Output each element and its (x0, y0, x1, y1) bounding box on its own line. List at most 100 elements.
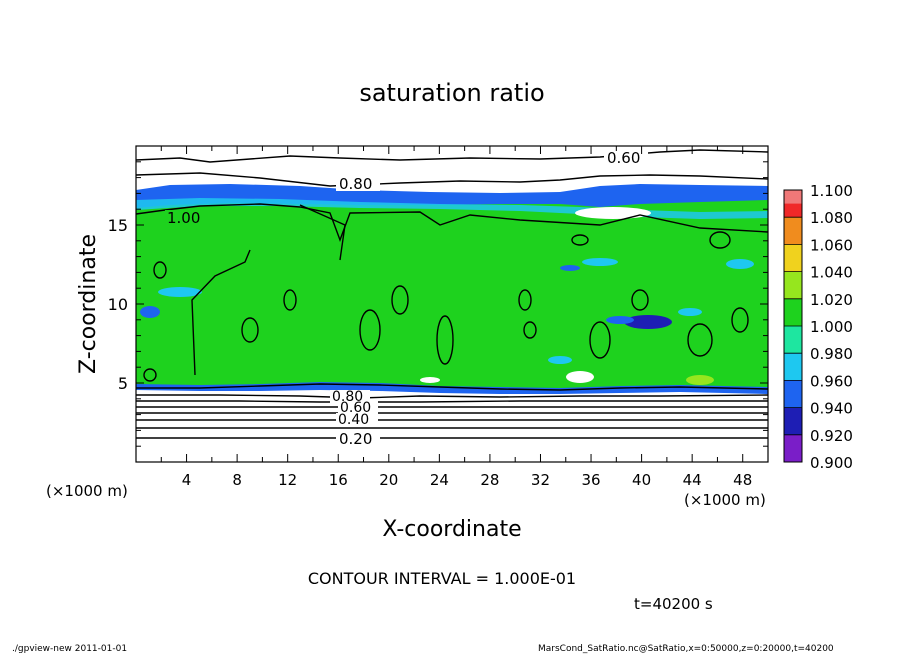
contour-label-bg (336, 176, 380, 191)
colorbar-label: 1.060 (810, 236, 853, 254)
contour-line-1.00-mid (299, 204, 346, 261)
footer-right: MarsCond_SatRatio.nc@SatRatio,x=0:50000,… (538, 644, 834, 654)
contour-loop (523, 321, 537, 339)
contour-label-bg (336, 413, 378, 426)
y-axis-title: Z-coordinate (76, 234, 101, 374)
x-tick-label: 48 (733, 471, 752, 489)
colorbar-bin (784, 271, 802, 299)
ice-patch (548, 356, 572, 364)
colorbar-label: 0.940 (810, 400, 853, 418)
upper-white-patch (575, 207, 651, 219)
time-text: t=40200 s (634, 595, 713, 613)
ice-patch (686, 375, 714, 385)
colorbar-label: 0.920 (810, 427, 853, 445)
colorbar-bin (784, 217, 802, 245)
colorbar-bin (784, 298, 802, 326)
colorbar-label: 1.020 (810, 291, 853, 309)
ice-patch (582, 258, 618, 266)
colorbar-bin (784, 434, 802, 462)
contour-label: 1.00 (167, 209, 200, 227)
ice-patch (624, 315, 672, 329)
colorbar-bin (784, 190, 802, 204)
contour-line-0.80-top (135, 172, 769, 187)
x-tick-label: 24 (430, 471, 449, 489)
ice-patch (560, 265, 580, 271)
y-tick-label: 15 (108, 216, 128, 235)
colorbar-label: 1.000 (810, 318, 853, 336)
contour-line-0.70-bottom (136, 400, 768, 403)
colorbar: 0.900 0.920 0.940 0.960 0.980 1.000 1.020 1.040… (783, 182, 853, 472)
contour-loop (359, 309, 381, 351)
contour-labels: 0.60 0.80 1.00 0.80 0.60 0.40 0.20 (165, 149, 648, 448)
white-patch (566, 371, 594, 383)
contour-loop (571, 234, 589, 246)
white-patch (420, 377, 440, 383)
contour-label-bg (165, 210, 205, 225)
contour-line-1.00-left (191, 249, 251, 376)
y-tick-label: 10 (108, 295, 128, 314)
contour-label: 0.80 (339, 175, 372, 193)
contour-loop (631, 289, 649, 311)
contour-loop (436, 315, 454, 365)
contour-loop (687, 323, 713, 357)
contour-loop (391, 285, 409, 315)
contour-line-0.60-top (135, 149, 769, 163)
x-tick-label: 28 (480, 471, 499, 489)
colorbar-label: 1.040 (810, 264, 853, 282)
contour-line-1.00-bottom (136, 383, 769, 391)
contour-loop (589, 321, 611, 359)
heatmap-field (136, 146, 768, 462)
contour-label: 0.20 (339, 430, 372, 448)
contour-lines (135, 149, 769, 439)
chart-title: saturation ratio (359, 79, 544, 107)
colorbar-label: 1.100 (810, 182, 853, 200)
x-tick-label: 32 (531, 471, 550, 489)
x-tick-label: 8 (232, 471, 242, 489)
colorbar-label: 0.960 (810, 372, 853, 390)
x-tick-label: 40 (632, 471, 651, 489)
colorbar-bin (784, 380, 802, 408)
colorbar-label: 0.980 (810, 345, 853, 363)
saturated-region (136, 196, 768, 392)
x-unit-left: (×1000 m) (46, 482, 128, 500)
contour-loop (153, 261, 167, 279)
x-tick-label: 4 (182, 471, 192, 489)
colorbar-label: 0.900 (810, 454, 853, 472)
contour-loop (283, 289, 297, 311)
contour-label-bg (330, 390, 370, 403)
x-tick-label: 20 (379, 471, 398, 489)
contour-loop (709, 231, 731, 249)
y-tick-label: 5 (118, 374, 128, 393)
contour-label: 0.60 (607, 149, 640, 167)
contour-label-bg (336, 432, 380, 446)
x-unit-right: (×1000 m) (684, 491, 766, 509)
contour-label: 0.60 (340, 400, 371, 416)
ice-patch (606, 316, 634, 324)
contour-loop (143, 368, 157, 382)
ice-patch (158, 287, 202, 297)
ice-patch (678, 308, 702, 316)
contour-label: 0.40 (338, 412, 369, 428)
ice-patch (140, 306, 160, 318)
colorbar-label: 1.080 (810, 209, 853, 227)
x-tick-label: 36 (581, 471, 600, 489)
contour-label-bg (338, 401, 378, 414)
x-tick-label: 44 (683, 471, 702, 489)
ice-patch (726, 259, 754, 269)
x-tick-label: 12 (278, 471, 297, 489)
contour-loop (731, 307, 749, 333)
contour-loop (241, 317, 259, 343)
contour-interval-text: CONTOUR INTERVAL = 1.000E-01 (308, 569, 576, 588)
x-tick-label: 16 (329, 471, 348, 489)
footer-left: ./gpview-new 2011-01-01 (12, 644, 127, 654)
colorbar-bin (784, 244, 802, 272)
contour-line-0.80-bottom (136, 394, 769, 399)
contour-loop (518, 289, 532, 311)
colorbar-bin (784, 407, 802, 435)
x-axis-title: X-coordinate (382, 517, 521, 542)
colorbar-bin (784, 353, 802, 381)
colorbar-bin (784, 326, 802, 354)
contour-label-bg (604, 150, 648, 165)
